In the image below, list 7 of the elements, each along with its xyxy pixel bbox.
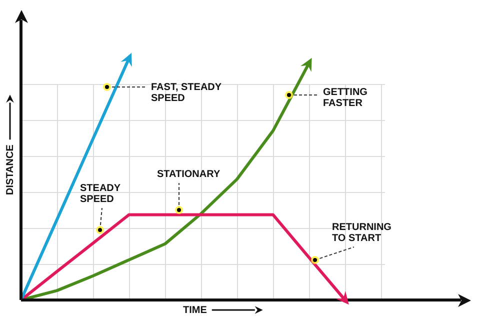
annotation: RETURNING TO START [332,222,392,244]
annotation: FAST, STEADY SPEED [151,82,222,104]
annotation: STEADY SPEED [80,182,121,205]
annotation: GETTING FASTER [323,86,368,109]
x-axis-title: TIME [183,304,208,316]
y-axis-title: DISTANCE [4,144,16,195]
annotation: STATIONARY [157,168,220,180]
